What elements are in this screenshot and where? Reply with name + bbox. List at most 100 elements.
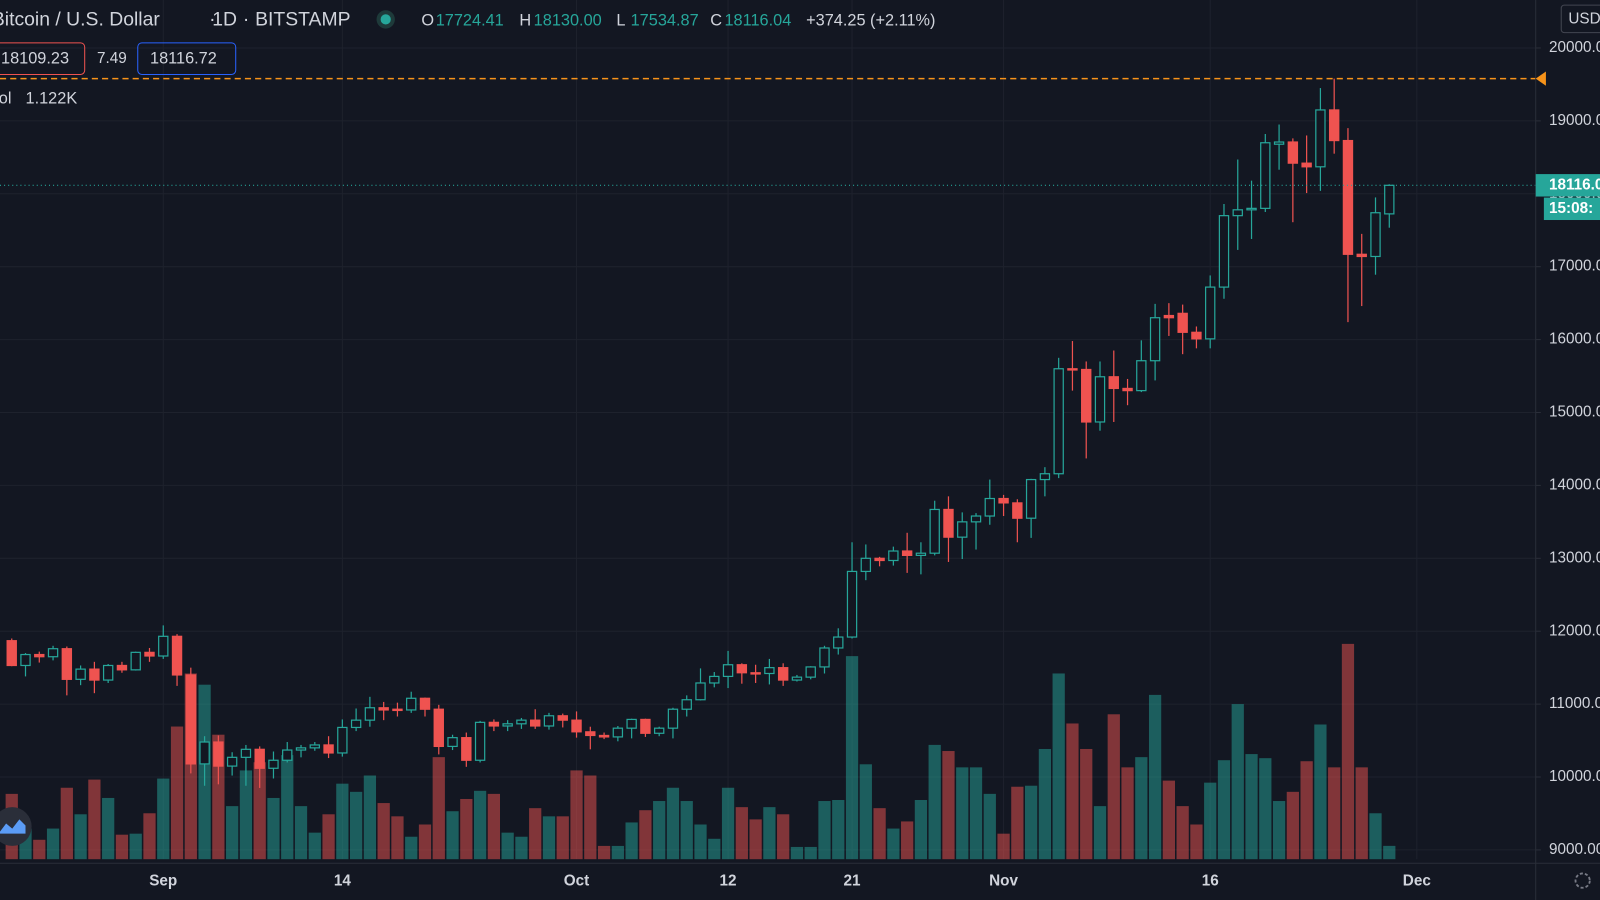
- legend-label: H: [519, 12, 531, 30]
- candle-body: [461, 737, 472, 761]
- symbol-title[interactable]: Bitcoin / U.S. Dollar: [0, 9, 160, 31]
- candle-body: [901, 550, 913, 557]
- candle-body: [543, 715, 555, 727]
- candle-body: [47, 648, 59, 658]
- candle-body: [970, 515, 982, 523]
- candle-body: [406, 697, 417, 711]
- candle-body: [750, 672, 761, 675]
- volume-bar: [556, 816, 569, 860]
- volume-bar: [694, 824, 707, 860]
- x-tick-label: Oct: [564, 873, 589, 890]
- candle-body: [846, 570, 858, 638]
- candle-body: [695, 682, 706, 701]
- currency[interactable]: USD: [1568, 10, 1600, 27]
- volume-bar: [680, 801, 693, 860]
- candle-body: [1108, 376, 1119, 390]
- candle-body: [6, 640, 17, 667]
- legend-value: 17724.41: [436, 12, 504, 30]
- volume-bar: [253, 762, 266, 860]
- currency-button[interactable]: [1560, 4, 1600, 34]
- volume-bar: [129, 833, 142, 860]
- y-tick-label: 9000.00: [1549, 841, 1600, 858]
- volume-bar: [1176, 806, 1189, 860]
- volume-bar: [1272, 801, 1286, 860]
- candle-body: [1067, 368, 1078, 371]
- volume-bar: [501, 832, 514, 860]
- candle-body: [268, 759, 279, 769]
- candle-body: [392, 708, 403, 712]
- volume-bar: [336, 783, 349, 860]
- legend-label: O: [421, 12, 434, 30]
- buy-button[interactable]: [137, 42, 237, 75]
- volume-bar: [790, 846, 804, 860]
- candle-body: [158, 635, 169, 657]
- candle-body: [557, 715, 568, 721]
- candle-body: [722, 664, 734, 678]
- volume-bar: [308, 832, 321, 860]
- legend-value: 17534.87: [631, 12, 699, 30]
- candle-body: [653, 727, 665, 734]
- candle-body: [1205, 286, 1216, 340]
- buy-price[interactable]: 18116.72: [150, 49, 217, 67]
- candle-body: [282, 749, 293, 761]
- candle-body: [323, 744, 334, 754]
- sell-button[interactable]: [0, 42, 86, 75]
- candle-body: [1328, 109, 1340, 142]
- volume-bar: [405, 836, 418, 860]
- separator: ·: [243, 9, 249, 31]
- candle-body: [1356, 253, 1367, 258]
- candle-body: [1370, 212, 1381, 258]
- volume-bar: [1093, 806, 1107, 860]
- sell-price[interactable]: 18109.23: [1, 49, 69, 67]
- volume-bar: [1135, 757, 1148, 860]
- volume-bar: [473, 790, 487, 860]
- candle-body: [199, 741, 210, 765]
- x-tick-label: 16: [1202, 873, 1219, 890]
- y-tick-label: 17000.00: [1549, 258, 1600, 275]
- candle-body: [915, 552, 927, 557]
- volume-bar: [515, 836, 528, 860]
- volume-bar: [777, 814, 790, 860]
- candle-body: [640, 718, 651, 734]
- volume-bar: [460, 798, 473, 860]
- candle-body: [185, 674, 197, 765]
- volume-bar: [1341, 643, 1355, 860]
- countdown: 15:08:: [1549, 200, 1593, 217]
- volume-bar: [1355, 767, 1368, 860]
- candle-body: [1342, 139, 1354, 255]
- volume-name: Vol: [0, 89, 11, 107]
- volume-bar: [239, 770, 253, 860]
- volume-bar: [226, 806, 239, 860]
- volume-bar: [956, 767, 969, 860]
- volume-bar: [46, 828, 60, 860]
- y-tick-label: 20000.00: [1549, 39, 1600, 56]
- interval[interactable]: 1D: [212, 9, 237, 31]
- volume-bar: [1328, 767, 1341, 860]
- candle-body: [929, 508, 940, 554]
- volume-bar: [487, 793, 500, 860]
- volume-bar: [1245, 754, 1258, 860]
- candle-body: [1177, 312, 1188, 333]
- candle-body: [1081, 368, 1092, 423]
- volume-bar: [997, 833, 1010, 860]
- legend-value: 18116.04: [724, 12, 791, 30]
- volume-bar: [818, 801, 831, 860]
- volume-bar: [763, 807, 776, 860]
- candle-body: [1287, 141, 1299, 164]
- volume-bar: [1259, 758, 1272, 860]
- candle-body: [777, 667, 789, 681]
- candle-body: [736, 664, 748, 674]
- volume-bar: [1121, 767, 1134, 860]
- settings-icon[interactable]: [1574, 872, 1591, 889]
- volume-bar: [928, 744, 941, 860]
- countdown-box: [1543, 197, 1600, 221]
- volume-bar: [377, 803, 390, 860]
- candle-body: [998, 497, 1009, 504]
- volume-bar: [88, 779, 101, 860]
- volume-bar: [1052, 673, 1065, 860]
- volume-bar: [1314, 724, 1327, 860]
- candle-body: [364, 707, 376, 721]
- volume-bar: [1107, 714, 1120, 860]
- volume-bar: [570, 770, 583, 860]
